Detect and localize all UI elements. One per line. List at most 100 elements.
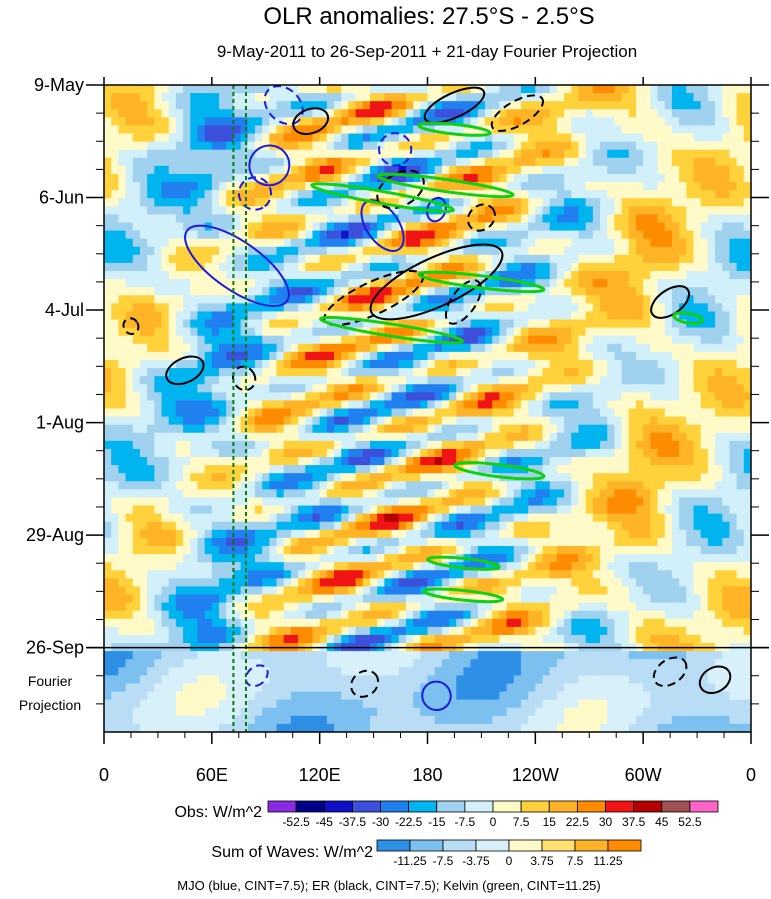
obs-level-2: -37.5 bbox=[339, 815, 367, 829]
kelvin-contour-4 bbox=[453, 461, 546, 481]
x-tick-label-4: 120W bbox=[512, 765, 559, 785]
obs-level-13: 45 bbox=[655, 815, 669, 829]
y-tick-label-5: 26-Sep bbox=[26, 638, 84, 658]
obs-level-11: 30 bbox=[599, 815, 613, 829]
mjo-contour-0 bbox=[184, 224, 290, 308]
waves-swatch-7 bbox=[607, 839, 642, 852]
waves-level-1: -7.5 bbox=[433, 854, 454, 868]
wave-contours bbox=[122, 85, 732, 712]
er-contour-12 bbox=[350, 669, 380, 698]
kelvin-contour-8 bbox=[672, 311, 704, 325]
obs-swatch-6 bbox=[436, 800, 466, 813]
kelvin-contour-5 bbox=[426, 555, 501, 571]
obs-swatch-9 bbox=[520, 800, 550, 813]
x-tick-label-6: 0 bbox=[746, 765, 756, 785]
waves-swatch-0 bbox=[376, 839, 411, 852]
mjo-contour-3 bbox=[263, 85, 304, 126]
obs-level-6: -7.5 bbox=[455, 815, 476, 829]
er-contours bbox=[122, 86, 732, 698]
obs-level-14: 52.5 bbox=[678, 815, 702, 829]
obs-swatch-15 bbox=[689, 800, 719, 813]
y-tick-label-4: 29-Aug bbox=[26, 525, 84, 545]
er-contour-13 bbox=[652, 656, 688, 687]
kelvin-contour-6 bbox=[422, 587, 505, 604]
waves-level-2: -3.75 bbox=[462, 854, 490, 868]
chart-title: OLR anomalies: 27.5°S - 2.5°S bbox=[263, 3, 594, 30]
er-contour-4 bbox=[423, 86, 486, 124]
er-contour-14 bbox=[698, 665, 732, 694]
obs-level-4: -22.5 bbox=[395, 815, 423, 829]
kelvin-contour-1 bbox=[376, 172, 515, 199]
mjo-contour-7 bbox=[421, 680, 452, 712]
obs-colorbar: -52.5 -45 -37.5 -30 -22.5 -15 -7.5 0 7.5 15 22.5 30… bbox=[267, 800, 719, 829]
y-tick-label-1: 6-Jun bbox=[39, 188, 84, 208]
waves-swatch-4 bbox=[508, 839, 543, 852]
x-tick-label-5: 60W bbox=[625, 765, 662, 785]
er-contour-5 bbox=[490, 94, 544, 132]
kelvin-contour-3 bbox=[319, 315, 465, 345]
obs-level-7: 0 bbox=[490, 815, 497, 829]
y-tick-label-2: 4-Jul bbox=[45, 300, 84, 320]
fourier-label-line2: Projection bbox=[19, 697, 81, 713]
obs-swatch-14 bbox=[661, 800, 691, 813]
waves-swatch-1 bbox=[409, 839, 444, 852]
obs-swatch-10 bbox=[548, 800, 578, 813]
x-tick-label-1: 60E bbox=[196, 765, 228, 785]
waves-swatch-3 bbox=[475, 839, 510, 852]
waves-level-4: 3.75 bbox=[530, 854, 554, 868]
obs-swatch-12 bbox=[605, 800, 635, 813]
dashed-reference-lines bbox=[232, 85, 247, 732]
obs-level-8: 7.5 bbox=[513, 815, 530, 829]
obs-swatch-2 bbox=[323, 800, 353, 813]
obs-level-0: -52.5 bbox=[282, 815, 310, 829]
obs-level-3: -30 bbox=[372, 815, 390, 829]
contours-caption: MJO (blue, CINT=7.5); ER (black, CINT=7.… bbox=[177, 878, 600, 893]
waves-level-5: 7.5 bbox=[567, 854, 584, 868]
er-contour-2 bbox=[122, 317, 140, 335]
x-axis: 0 60E 120E 180 120W 60W 0 bbox=[99, 77, 756, 785]
obs-swatch-1 bbox=[295, 800, 325, 813]
obs-swatch-7 bbox=[464, 800, 494, 813]
er-contour-3 bbox=[292, 107, 330, 136]
waves-colorbar: -11.25 -7.5 -3.75 0 3.75 7.5 11.25 bbox=[376, 839, 642, 868]
obs-swatch-3 bbox=[351, 800, 381, 813]
obs-level-9: 15 bbox=[543, 815, 557, 829]
waves-swatch-6 bbox=[574, 839, 609, 852]
obs-level-5: -15 bbox=[428, 815, 446, 829]
obs-swatch-5 bbox=[408, 800, 438, 813]
kelvin-contours bbox=[310, 121, 704, 604]
x-tick-label-3: 180 bbox=[412, 765, 442, 785]
chart-subtitle: 9-May-2011 to 26-Sep-2011 + 21-day Fouri… bbox=[217, 42, 637, 61]
obs-swatch-11 bbox=[576, 800, 606, 813]
er-contour-8 bbox=[369, 243, 504, 321]
kelvin-contour-2 bbox=[417, 270, 546, 294]
er-contour-10 bbox=[444, 279, 482, 325]
waves-level-3: 0 bbox=[506, 854, 513, 868]
kelvin-contour-7 bbox=[417, 121, 492, 137]
x-tick-label-2: 120E bbox=[299, 765, 341, 785]
waves-level-6: 11.25 bbox=[593, 854, 622, 868]
kelvin-contour-0 bbox=[310, 182, 455, 213]
x-tick-label-0: 0 bbox=[99, 765, 109, 785]
er-contour-1 bbox=[232, 365, 257, 392]
waves-level-0: -11.25 bbox=[393, 854, 426, 868]
obs-swatch-4 bbox=[380, 800, 410, 813]
obs-swatch-8 bbox=[492, 800, 522, 813]
fourier-label-line1: Fourier bbox=[28, 673, 73, 689]
obs-level-1: -45 bbox=[316, 815, 334, 829]
y-tick-label-3: 1-Aug bbox=[36, 413, 84, 433]
olr-anomaly-field bbox=[104, 85, 751, 732]
er-contour-7 bbox=[466, 203, 496, 232]
y-axis: 9-May 6-Jun 4-Jul 1-Aug 29-Aug 26-Sep bbox=[26, 75, 769, 705]
waves-colorbar-label: Sum of Waves: W/m^2 bbox=[211, 844, 373, 861]
obs-swatch-0 bbox=[267, 800, 297, 813]
obs-swatch-13 bbox=[633, 800, 663, 813]
obs-level-12: 37.5 bbox=[622, 815, 646, 829]
obs-colorbar-label: Obs: W/m^2 bbox=[174, 804, 262, 821]
waves-swatch-2 bbox=[442, 839, 477, 852]
waves-swatch-5 bbox=[541, 839, 576, 852]
er-contour-0 bbox=[165, 355, 205, 386]
obs-level-10: 22.5 bbox=[566, 815, 590, 829]
mjo-contour-8 bbox=[244, 664, 269, 688]
